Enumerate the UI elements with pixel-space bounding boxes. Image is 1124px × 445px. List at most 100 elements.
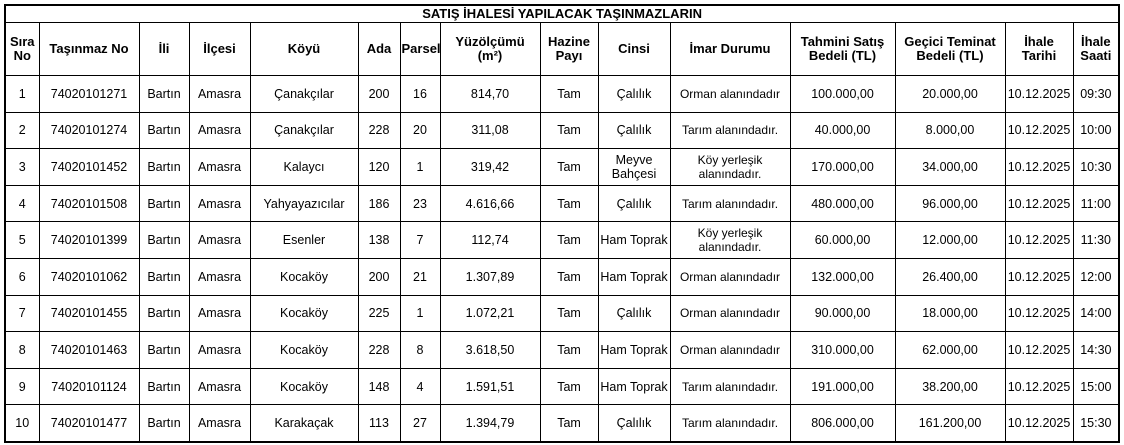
cell-tasinmaz-no: 74020101274	[38, 111, 140, 150]
cell-cinsi: Meyve Bahçesi	[597, 148, 671, 186]
cell-hazine-payi: Tam	[539, 257, 599, 296]
cell-sira-no: 9	[4, 367, 40, 406]
cell-parsel: 7	[399, 221, 441, 259]
cell-tasinmaz-no: 74020101399	[38, 221, 140, 259]
cell-ilcesi: Amasra	[188, 257, 251, 296]
cell-imar-durumu: Köy yerleşik alanındadır.	[669, 148, 791, 186]
cell-cinsi: Çalılık	[597, 184, 671, 223]
cell-ilcesi: Amasra	[188, 294, 251, 333]
cell-tahmini-satis-bedeli: 170.000,00	[789, 148, 896, 186]
cell-koyu: Çanakçılar	[249, 75, 359, 113]
header-yuzolcumu: Yüzölçümü (m²)	[439, 22, 541, 76]
cell-parsel: 20	[399, 111, 441, 150]
cell-hazine-payi: Tam	[539, 184, 599, 223]
cell-yuzolcumu: 1.307,89	[439, 257, 541, 296]
cell-imar-durumu: Tarım alanındadır.	[669, 367, 791, 406]
cell-hazine-payi: Tam	[539, 111, 599, 150]
cell-gecici-teminat-bedeli: 12.000,00	[894, 221, 1006, 259]
cell-ihale-saati: 15:30	[1072, 404, 1120, 443]
cell-ihale-tarihi: 10.12.2025	[1004, 184, 1074, 223]
cell-hazine-payi: Tam	[539, 294, 599, 333]
table-row: 10 74020101477 Bartın Amasra Karakaçak 113 27 1…	[4, 404, 1120, 443]
cell-hazine-payi: Tam	[539, 404, 599, 443]
cell-cinsi: Ham Toprak	[597, 331, 671, 369]
cell-yuzolcumu: 814,70	[439, 75, 541, 113]
cell-koyu: Kocaköy	[249, 331, 359, 369]
header-cinsi: Cinsi	[597, 22, 671, 76]
cell-tasinmaz-no: 74020101508	[38, 184, 140, 223]
cell-sira-no: 5	[4, 221, 40, 259]
cell-ada: 148	[357, 367, 401, 406]
cell-hazine-payi: Tam	[539, 331, 599, 369]
header-gecici-teminat-bedeli: Geçici Teminat Bedeli (TL)	[894, 22, 1006, 76]
cell-ili: Bartın	[138, 257, 190, 296]
cell-sira-no: 6	[4, 257, 40, 296]
cell-hazine-payi: Tam	[539, 148, 599, 186]
cell-imar-durumu: Orman alanındadır	[669, 75, 791, 113]
cell-ihale-tarihi: 10.12.2025	[1004, 257, 1074, 296]
cell-yuzolcumu: 1.394,79	[439, 404, 541, 443]
cell-gecici-teminat-bedeli: 38.200,00	[894, 367, 1006, 406]
cell-cinsi: Ham Toprak	[597, 221, 671, 259]
cell-hazine-payi: Tam	[539, 367, 599, 406]
cell-imar-durumu: Köy yerleşik alanındadır.	[669, 221, 791, 259]
cell-ada: 186	[357, 184, 401, 223]
cell-gecici-teminat-bedeli: 161.200,00	[894, 404, 1006, 443]
cell-ili: Bartın	[138, 294, 190, 333]
cell-cinsi: Ham Toprak	[597, 367, 671, 406]
cell-sira-no: 10	[4, 404, 40, 443]
table-row: 6 74020101062 Bartın Amasra Kocaköy 200 21 1.30…	[4, 257, 1120, 296]
cell-parsel: 4	[399, 367, 441, 406]
cell-gecici-teminat-bedeli: 26.400,00	[894, 257, 1006, 296]
cell-imar-durumu: Orman alanındadır	[669, 257, 791, 296]
table-row: 9 74020101124 Bartın Amasra Kocaköy 148 4 1.591…	[4, 367, 1120, 406]
cell-gecici-teminat-bedeli: 18.000,00	[894, 294, 1006, 333]
cell-tahmini-satis-bedeli: 806.000,00	[789, 404, 896, 443]
cell-gecici-teminat-bedeli: 62.000,00	[894, 331, 1006, 369]
cell-ili: Bartın	[138, 331, 190, 369]
cell-yuzolcumu: 319,42	[439, 148, 541, 186]
cell-ada: 120	[357, 148, 401, 186]
cell-hazine-payi: Tam	[539, 75, 599, 113]
cell-ihale-tarihi: 10.12.2025	[1004, 111, 1074, 150]
cell-sira-no: 7	[4, 294, 40, 333]
cell-cinsi: Çalılık	[597, 294, 671, 333]
cell-imar-durumu: Tarım alanındadır.	[669, 184, 791, 223]
header-parsel: Parsel	[399, 22, 441, 76]
cell-ili: Bartın	[138, 111, 190, 150]
cell-parsel: 1	[399, 294, 441, 333]
cell-sira-no: 8	[4, 331, 40, 369]
cell-ihale-saati: 15:00	[1072, 367, 1120, 406]
cell-ihale-saati: 14:00	[1072, 294, 1120, 333]
cell-tahmini-satis-bedeli: 191.000,00	[789, 367, 896, 406]
header-ili: İli	[138, 22, 190, 76]
cell-sira-no: 1	[4, 75, 40, 113]
cell-ili: Bartın	[138, 148, 190, 186]
cell-ihale-saati: 11:30	[1072, 221, 1120, 259]
cell-ili: Bartın	[138, 75, 190, 113]
cell-yuzolcumu: 311,08	[439, 111, 541, 150]
cell-sira-no: 3	[4, 148, 40, 186]
cell-ihale-saati: 14:30	[1072, 331, 1120, 369]
cell-ihale-saati: 12:00	[1072, 257, 1120, 296]
table-row: 1 74020101271 Bartın Amasra Çanakçılar 200 16 8…	[4, 75, 1120, 113]
cell-tasinmaz-no: 74020101271	[38, 75, 140, 113]
cell-sira-no: 2	[4, 111, 40, 150]
cell-tahmini-satis-bedeli: 310.000,00	[789, 331, 896, 369]
cell-tasinmaz-no: 74020101452	[38, 148, 140, 186]
cell-tasinmaz-no: 74020101124	[38, 367, 140, 406]
cell-tasinmaz-no: 74020101477	[38, 404, 140, 443]
cell-ilcesi: Amasra	[188, 367, 251, 406]
cell-ilcesi: Amasra	[188, 221, 251, 259]
cell-ihale-saati: 10:00	[1072, 111, 1120, 150]
cell-ihale-tarihi: 10.12.2025	[1004, 404, 1074, 443]
cell-parsel: 23	[399, 184, 441, 223]
header-tasinmaz-no: Taşınmaz No	[38, 22, 140, 76]
cell-koyu: Kocaköy	[249, 294, 359, 333]
cell-ada: 228	[357, 331, 401, 369]
cell-ihale-tarihi: 10.12.2025	[1004, 331, 1074, 369]
cell-ihale-tarihi: 10.12.2025	[1004, 148, 1074, 186]
cell-ilcesi: Amasra	[188, 331, 251, 369]
cell-ada: 225	[357, 294, 401, 333]
table-row: 3 74020101452 Bartın Amasra Kalaycı 120 1 319,4…	[4, 148, 1120, 186]
